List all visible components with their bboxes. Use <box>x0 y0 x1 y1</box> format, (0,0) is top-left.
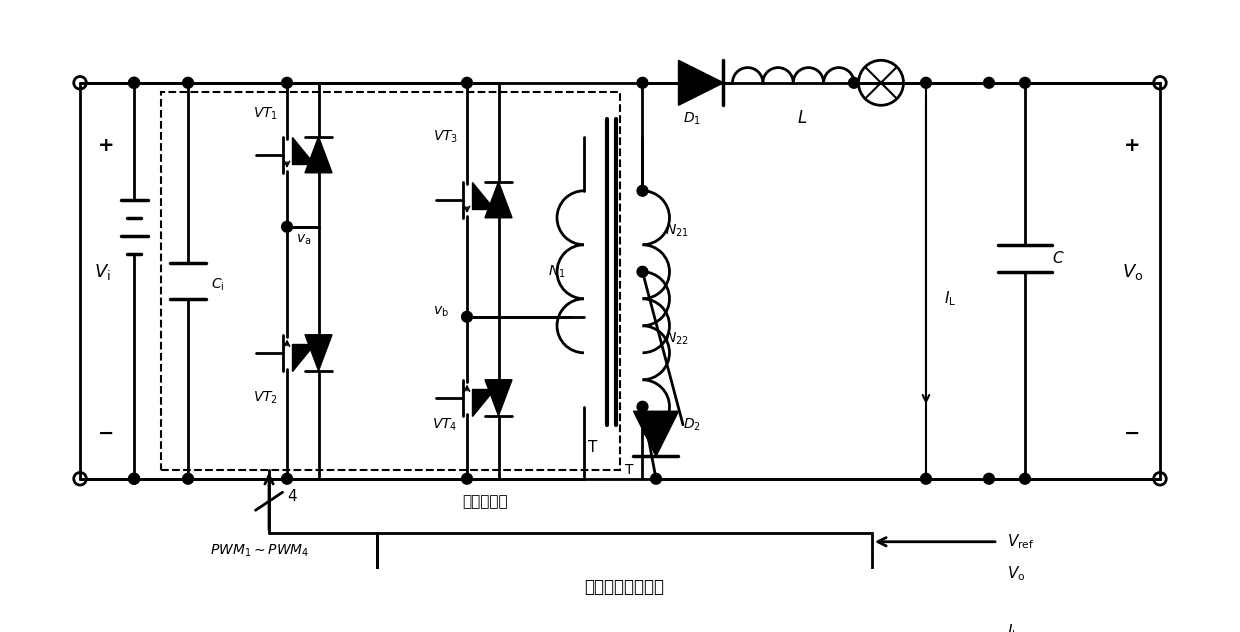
Text: $VT_{3}$: $VT_{3}$ <box>433 128 458 145</box>
Circle shape <box>651 473 661 484</box>
Circle shape <box>461 312 472 322</box>
Text: $V_{\mathrm{ref}}$: $V_{\mathrm{ref}}$ <box>1007 532 1034 551</box>
Text: $v_{\mathrm{a}}$: $v_{\mathrm{a}}$ <box>296 233 311 248</box>
Circle shape <box>637 266 647 277</box>
Circle shape <box>461 77 472 88</box>
Circle shape <box>281 473 293 484</box>
Text: −: − <box>1123 424 1141 443</box>
Circle shape <box>461 473 472 484</box>
Text: $L$: $L$ <box>797 111 807 127</box>
Circle shape <box>281 77 293 88</box>
Circle shape <box>1019 77 1030 88</box>
Text: $V_{\mathrm{o}}$: $V_{\mathrm{o}}$ <box>1007 564 1025 583</box>
Text: 全桥变换器: 全桥变换器 <box>463 494 508 509</box>
Circle shape <box>281 221 293 232</box>
Circle shape <box>637 77 647 88</box>
Text: +: + <box>98 137 114 155</box>
Text: −: − <box>98 424 114 443</box>
Text: $C_{\mathrm{i}}$: $C_{\mathrm{i}}$ <box>211 277 224 293</box>
Text: T: T <box>588 440 598 455</box>
Text: $V_{\mathrm{o}}$: $V_{\mathrm{o}}$ <box>1122 262 1143 282</box>
Circle shape <box>920 77 931 88</box>
Circle shape <box>920 473 931 484</box>
Bar <box>161 92 620 470</box>
Text: $I_{\mathrm{L}}$: $I_{\mathrm{L}}$ <box>1007 623 1019 632</box>
Text: $PWM_{1}\sim PWM_{4}$: $PWM_{1}\sim PWM_{4}$ <box>211 542 310 559</box>
Text: +: + <box>1123 137 1141 155</box>
Polygon shape <box>305 335 332 371</box>
Bar <box>377 533 872 632</box>
Text: $C$: $C$ <box>1052 250 1065 266</box>
Polygon shape <box>471 182 494 209</box>
Circle shape <box>182 77 193 88</box>
Text: $V_{\mathrm{i}}$: $V_{\mathrm{i}}$ <box>94 262 110 282</box>
Circle shape <box>983 473 994 484</box>
Circle shape <box>1019 473 1030 484</box>
Text: $VT_{4}$: $VT_{4}$ <box>433 416 458 433</box>
Text: $N_{21}$: $N_{21}$ <box>665 223 688 240</box>
Circle shape <box>637 401 647 412</box>
Polygon shape <box>634 411 678 456</box>
Circle shape <box>129 77 139 88</box>
Polygon shape <box>471 389 494 416</box>
Circle shape <box>848 77 859 88</box>
Text: $N_{22}$: $N_{22}$ <box>665 331 688 348</box>
Polygon shape <box>485 380 512 416</box>
Text: $I_{\mathrm{L}}$: $I_{\mathrm{L}}$ <box>944 289 956 308</box>
Text: $VT_{2}$: $VT_{2}$ <box>253 389 278 406</box>
Polygon shape <box>678 60 723 106</box>
Circle shape <box>129 473 139 484</box>
Polygon shape <box>485 182 512 218</box>
Polygon shape <box>291 344 314 371</box>
Circle shape <box>182 473 193 484</box>
Circle shape <box>129 473 139 484</box>
Text: 全桥双环控制电路: 全桥双环控制电路 <box>584 578 665 596</box>
Text: $D_{2}$: $D_{2}$ <box>683 416 701 433</box>
Polygon shape <box>305 137 332 173</box>
Text: 4: 4 <box>286 489 296 504</box>
Text: $VT_{1}$: $VT_{1}$ <box>253 106 278 123</box>
Text: $v_{\mathrm{b}}$: $v_{\mathrm{b}}$ <box>433 305 449 319</box>
Text: $N_{1}$: $N_{1}$ <box>548 264 565 280</box>
Text: $D_{1}$: $D_{1}$ <box>683 111 701 127</box>
Text: T: T <box>625 463 634 477</box>
Polygon shape <box>291 137 314 164</box>
Circle shape <box>983 77 994 88</box>
Circle shape <box>129 77 139 88</box>
Circle shape <box>637 185 647 196</box>
